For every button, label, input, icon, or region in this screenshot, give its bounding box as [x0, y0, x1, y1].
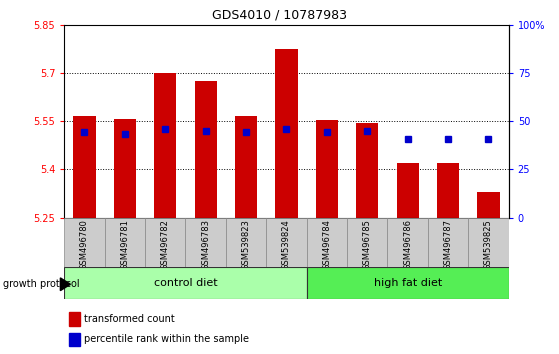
Text: transformed count: transformed count — [84, 314, 175, 324]
Text: percentile rank within the sample: percentile rank within the sample — [84, 335, 249, 344]
Bar — [69, 333, 80, 346]
Bar — [195, 81, 217, 218]
Bar — [64, 267, 307, 299]
Bar — [114, 119, 136, 218]
Bar — [73, 116, 96, 218]
Bar — [226, 218, 266, 267]
Bar — [186, 218, 226, 267]
Text: GSM496787: GSM496787 — [444, 219, 453, 270]
Text: GDS4010 / 10787983: GDS4010 / 10787983 — [212, 9, 347, 22]
Bar — [64, 218, 105, 267]
Bar — [477, 192, 500, 218]
Text: GSM496784: GSM496784 — [323, 219, 331, 270]
Bar — [276, 49, 297, 218]
Text: GSM496785: GSM496785 — [363, 219, 372, 270]
Text: control diet: control diet — [154, 278, 217, 288]
Bar — [428, 218, 468, 267]
Text: GSM539825: GSM539825 — [484, 219, 493, 270]
Bar — [307, 267, 509, 299]
Bar — [316, 120, 338, 218]
Bar — [69, 312, 80, 326]
Text: GSM496786: GSM496786 — [403, 219, 412, 270]
Text: high fat diet: high fat diet — [373, 278, 442, 288]
Bar — [235, 116, 257, 218]
Bar — [437, 163, 459, 218]
Text: GSM496781: GSM496781 — [120, 219, 129, 270]
Bar — [396, 163, 419, 218]
Bar — [307, 218, 347, 267]
Text: growth protocol: growth protocol — [3, 279, 79, 289]
Text: GSM496783: GSM496783 — [201, 219, 210, 270]
Bar — [145, 218, 186, 267]
Text: GSM496780: GSM496780 — [80, 219, 89, 270]
Text: GSM539824: GSM539824 — [282, 219, 291, 270]
Bar — [356, 123, 378, 218]
Text: GSM496782: GSM496782 — [161, 219, 170, 270]
Bar — [154, 73, 177, 218]
Polygon shape — [60, 278, 70, 291]
Bar — [266, 218, 307, 267]
Bar — [387, 218, 428, 267]
Bar — [347, 218, 387, 267]
Text: GSM539823: GSM539823 — [241, 219, 250, 270]
Bar — [468, 218, 509, 267]
Bar — [105, 218, 145, 267]
